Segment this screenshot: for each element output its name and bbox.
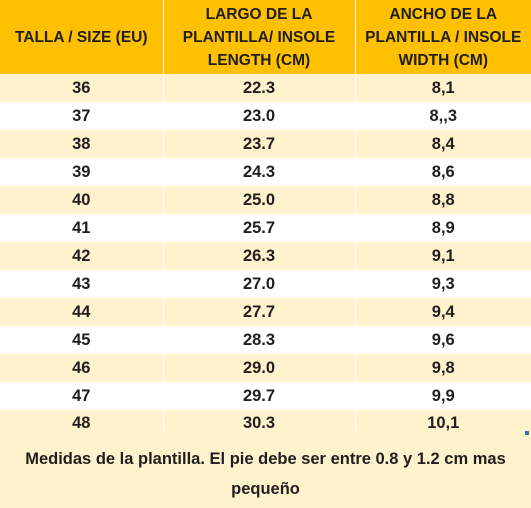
width-cell: 8,,3 bbox=[354, 102, 531, 130]
length-cell: 27.7 bbox=[162, 298, 355, 326]
size-cell: 39 bbox=[0, 158, 163, 186]
width-cell: 8,9 bbox=[354, 214, 531, 242]
width-cell: 9,8 bbox=[354, 354, 531, 382]
length-cell: 26.3 bbox=[162, 242, 355, 270]
size-cell: 47 bbox=[0, 382, 163, 410]
header-size-eu: TALLA / SIZE (EU) bbox=[0, 0, 163, 74]
table-row: 45 28.3 9,6 bbox=[0, 326, 531, 354]
header-insole-width-line-2: PLANTILLA / INSOLE bbox=[365, 28, 522, 46]
length-cell: 29.0 bbox=[162, 354, 355, 382]
table-row: 41 25.7 8,9 bbox=[0, 214, 531, 242]
size-table: TALLA / SIZE (EU) LARGO DE LA PLANTILLA/… bbox=[0, 0, 531, 436]
table-row: 42 26.3 9,1 bbox=[0, 242, 531, 270]
table-row: 46 29.0 9,8 bbox=[0, 354, 531, 382]
header-insole-length-line-2: PLANTILLA/ INSOLE bbox=[182, 28, 336, 46]
size-cell: 43 bbox=[0, 270, 163, 298]
width-cell: 9,9 bbox=[354, 382, 531, 410]
header-insole-width-line-3: WIDTH (CM) bbox=[398, 51, 489, 69]
width-cell: 8,6 bbox=[354, 158, 531, 186]
length-cell: 29.7 bbox=[162, 382, 355, 410]
table-row: 37 23.0 8,,3 bbox=[0, 102, 531, 130]
width-cell: 8,1 bbox=[354, 74, 531, 102]
size-cell: 40 bbox=[0, 186, 163, 214]
length-cell: 27.0 bbox=[162, 270, 355, 298]
header-insole-width: ANCHO DE LA PLANTILLA / INSOLE WIDTH (CM… bbox=[354, 0, 531, 74]
length-cell: 25.0 bbox=[162, 186, 355, 214]
header-size-eu-line: TALLA / SIZE (EU) bbox=[14, 28, 148, 46]
table-row: 43 27.0 9,3 bbox=[0, 270, 531, 298]
size-cell: 37 bbox=[0, 102, 163, 130]
header-row: TALLA / SIZE (EU) LARGO DE LA PLANTILLA/… bbox=[0, 0, 531, 74]
length-cell: 25.7 bbox=[162, 214, 355, 242]
table-row: 47 29.7 9,9 bbox=[0, 382, 531, 410]
width-cell: 8,4 bbox=[354, 130, 531, 158]
size-cell: 42 bbox=[0, 242, 163, 270]
width-cell: 9,3 bbox=[354, 270, 531, 298]
size-cell: 38 bbox=[0, 130, 163, 158]
size-cell: 36 bbox=[0, 74, 163, 102]
size-cell: 45 bbox=[0, 326, 163, 354]
table-row: 39 24.3 8,6 bbox=[0, 158, 531, 186]
width-cell: 9,1 bbox=[354, 242, 531, 270]
footer-note-text: Medidas de la plantilla. El pie debe ser… bbox=[25, 450, 506, 498]
size-cell: 41 bbox=[0, 214, 163, 242]
size-cell: 44 bbox=[0, 298, 163, 326]
table-row: 44 27.7 9,4 bbox=[0, 298, 531, 326]
length-cell: 23.7 bbox=[162, 130, 355, 158]
length-cell: 23.0 bbox=[162, 102, 355, 130]
width-cell: 8,8 bbox=[354, 186, 531, 214]
resize-handle[interactable] bbox=[525, 431, 529, 435]
width-cell: 9,4 bbox=[354, 298, 531, 326]
length-cell: 22.3 bbox=[162, 74, 355, 102]
length-cell: 24.3 bbox=[162, 158, 355, 186]
length-cell: 28.3 bbox=[162, 326, 355, 354]
table-row: 38 23.7 8,4 bbox=[0, 130, 531, 158]
table-row: 36 22.3 8,1 bbox=[0, 74, 531, 102]
header-insole-length: LARGO DE LA PLANTILLA/ INSOLE LENGTH (CM… bbox=[162, 0, 355, 74]
header-insole-width-line-1: ANCHO DE LA bbox=[389, 5, 498, 23]
footer-note: Medidas de la plantilla. El pie debe ser… bbox=[0, 431, 531, 508]
header-insole-length-line-3: LENGTH (CM) bbox=[207, 51, 311, 69]
table-row: 40 25.0 8,8 bbox=[0, 186, 531, 214]
width-cell: 9,6 bbox=[354, 326, 531, 354]
size-cell: 46 bbox=[0, 354, 163, 382]
header-insole-length-line-1: LARGO DE LA bbox=[205, 5, 313, 23]
